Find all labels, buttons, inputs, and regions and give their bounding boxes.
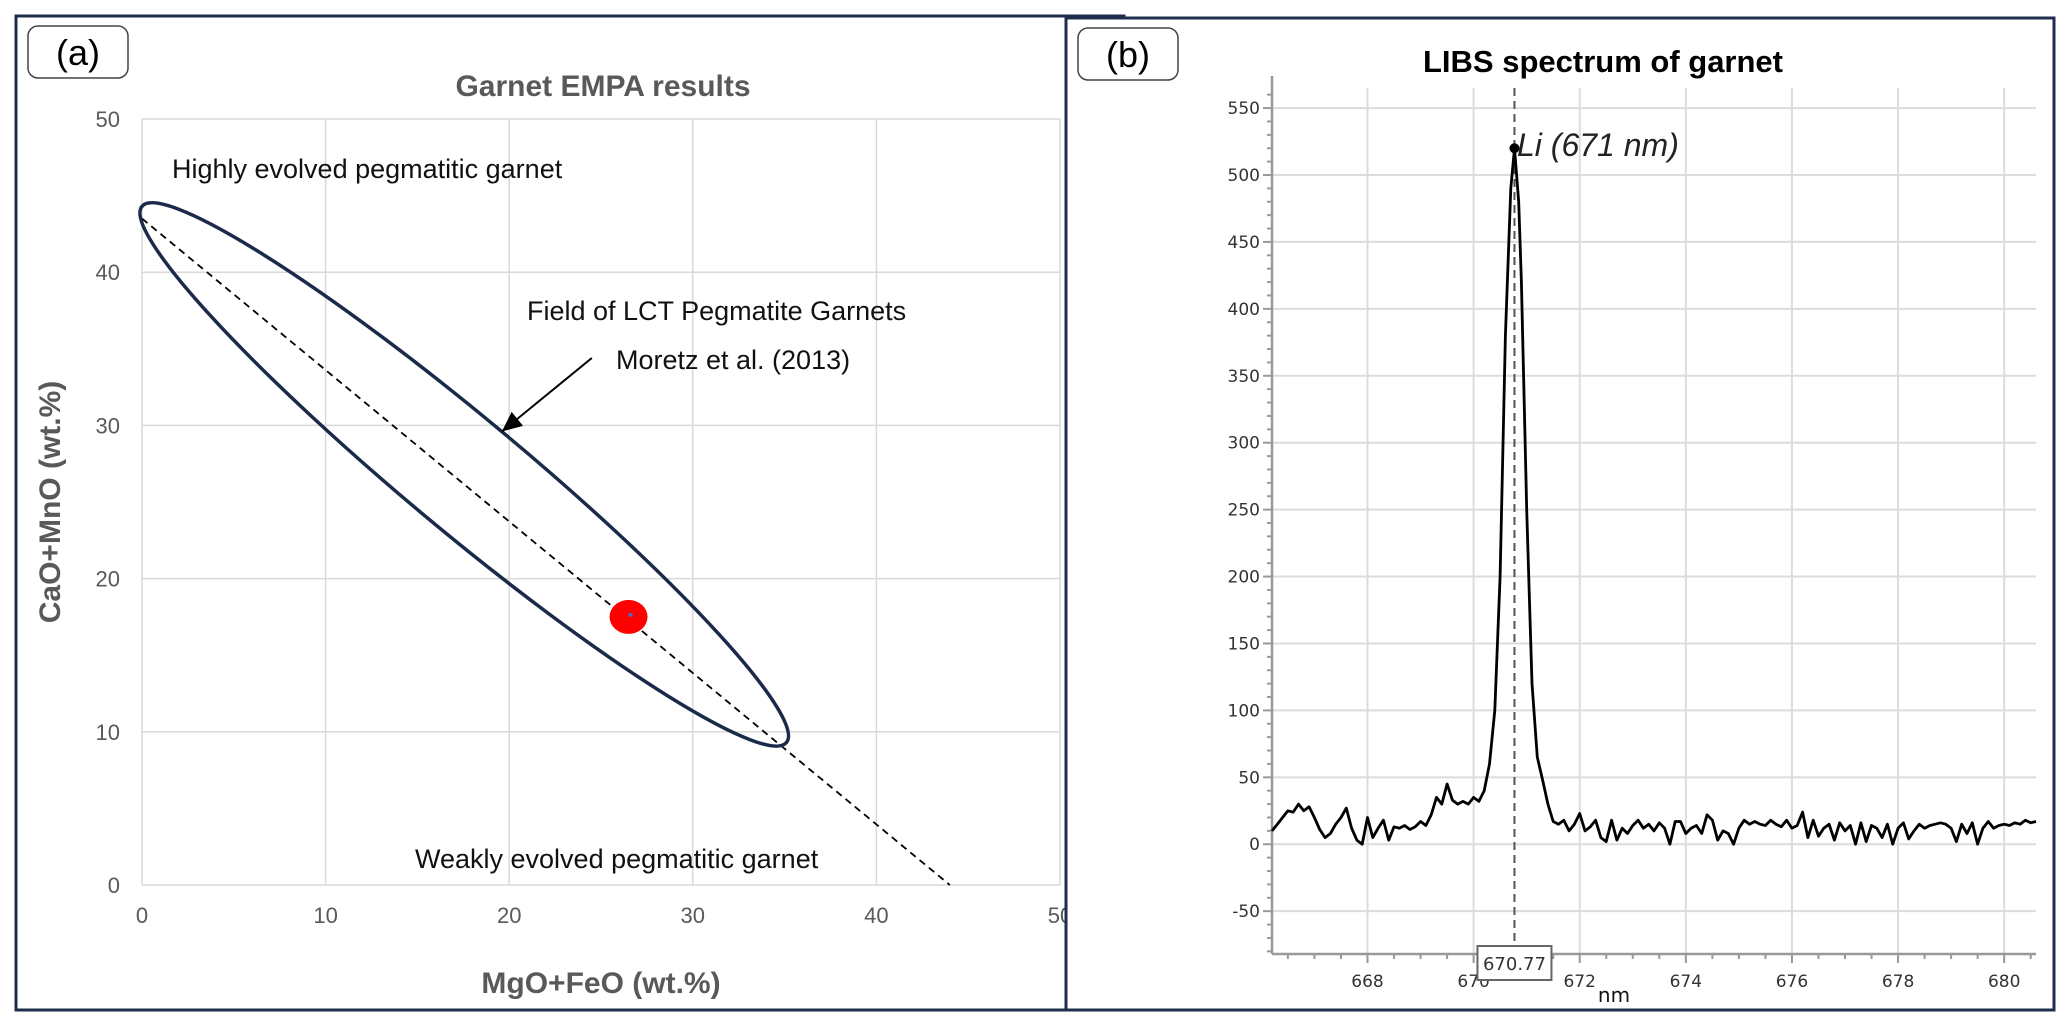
chart-a-title: Garnet EMPA results: [455, 70, 750, 103]
sample-point-center: [628, 612, 633, 617]
x-tick-label: 678: [1882, 972, 1914, 992]
chart-b-marks: [1270, 88, 2037, 954]
y-tick-label: 300: [1228, 434, 1260, 454]
chart-a-marks: [138, 201, 951, 886]
x-tick-label: 674: [1670, 972, 1702, 992]
chart-b-title: LIBS spectrum of garnet: [1423, 44, 1783, 79]
x-tick-label: 20: [497, 903, 521, 928]
y-tick-label: 500: [1228, 166, 1260, 186]
cursor-readout-box: [1476, 945, 1553, 981]
y-tick-label: 50: [96, 107, 120, 132]
y-tick-label: 350: [1228, 367, 1260, 387]
cursor-readout-value: 670.77: [1483, 954, 1546, 975]
y-tick-label: 250: [1228, 501, 1260, 521]
chart-a-y-axis-label: CaO+MnO (wt.%): [34, 381, 67, 624]
panel-b-label-box: [1077, 27, 1179, 81]
peak-label-li: Li (671 nm): [1517, 127, 1679, 163]
x-tick-label: 10: [313, 903, 337, 928]
x-tick-label: 0: [136, 903, 148, 928]
panel-a: (a) Garnet EMPA results 0 10 20 30 40 50 0 10 20…: [14, 14, 1126, 1012]
panel-b: (b) LIBS spectrum of garnet 668 670 672 674…: [1064, 16, 2056, 1012]
panel-b-border: [1064, 16, 2056, 1012]
annotation-highly-evolved: Highly evolved pegmatitic garnet: [172, 154, 563, 184]
y-tick-label: 10: [96, 720, 120, 745]
y-tick-label: 20: [96, 567, 120, 592]
chart-b-grid: [1263, 76, 2036, 963]
y-tick-label: 40: [96, 260, 120, 285]
x-tick-label: 30: [681, 903, 705, 928]
y-tick-label: 0: [108, 873, 120, 898]
x-tick-label: 40: [864, 903, 888, 928]
annotation-arrowhead: [501, 411, 524, 432]
y-tick-label: 450: [1228, 233, 1260, 253]
y-tick-label: 30: [96, 413, 120, 438]
y-tick-label: 100: [1228, 701, 1260, 721]
x-tick-label: 676: [1776, 972, 1808, 992]
y-tick-label: 200: [1228, 568, 1260, 588]
y-tick-label: 400: [1228, 300, 1260, 320]
cursor-readout: 670.77: [1476, 945, 1553, 981]
chart-b-x-axis-label: nm: [1598, 983, 1630, 1007]
panel-a-border: [14, 14, 1126, 1012]
x-tick-label: 668: [1351, 972, 1383, 992]
sample-point: [609, 599, 648, 634]
panel-b-label: (b): [1106, 34, 1150, 75]
spectrum-line: [1270, 146, 2037, 846]
chart-a-x-axis-label: MgO+FeO (wt.%): [481, 967, 720, 1000]
annotation-field-reference: Moretz et al. (2013): [616, 345, 850, 375]
trend-line-dashed: [141, 217, 951, 886]
lct-field-ellipse: [138, 201, 791, 748]
peak-marker: [1509, 143, 1520, 154]
annotation-field-title: Field of LCT Pegmatite Garnets: [527, 296, 906, 326]
chart-a-grid: [141, 118, 1061, 886]
y-tick-label: 50: [1238, 768, 1260, 788]
chart-b-tick-labels: 668 670 672 674 676 678 680-500501001502002503…: [1228, 99, 2021, 992]
y-tick-label: 0: [1249, 835, 1260, 855]
y-tick-label: 150: [1228, 634, 1260, 654]
y-tick-label: 550: [1228, 99, 1260, 119]
annotation-weakly-evolved: Weakly evolved pegmatitic garnet: [415, 844, 819, 874]
panel-a-label: (a): [56, 32, 100, 73]
x-tick-label: 680: [1988, 972, 2020, 992]
x-tick-label: 672: [1563, 972, 1595, 992]
panel-a-label-box: [27, 25, 129, 79]
y-tick-label: -50: [1232, 902, 1260, 922]
